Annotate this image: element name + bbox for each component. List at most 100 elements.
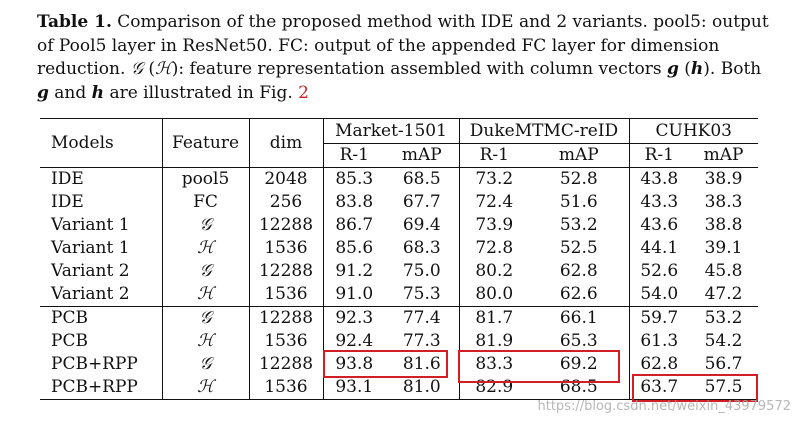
cell-model: PCB: [51, 331, 88, 351]
cell-model: Variant 2: [51, 261, 130, 281]
cell-c-r1: 63.7: [628, 376, 689, 400]
cell-m-map: 77.3: [402, 331, 441, 351]
g-symbol: 𝒢: [130, 59, 143, 79]
cell-c-map: 45.8: [704, 261, 743, 281]
cell-feature: ℋ: [161, 376, 249, 400]
cell-d-r1: 83.3: [458, 353, 529, 376]
cell-d-r1: 81.9: [458, 330, 529, 353]
cell-c-map: 38.3: [704, 192, 743, 212]
cell-dim: 12288: [248, 214, 323, 237]
cell-c-r1: 43.6: [628, 214, 689, 237]
table-row: PCB ℋ 1536 92.4 77.3 81.9 65.3 61.3 54.2: [40, 330, 758, 353]
caption-text-5: are illustrated in Fig.: [104, 82, 299, 103]
table-row: Variant 2 ℋ 1536 91.0 75.3 80.0 62.6 54.0 47.2: [40, 283, 758, 307]
cell-c-r1: 43.3: [628, 191, 689, 214]
cell-d-map: 69.2: [559, 354, 598, 374]
h-vector-2: h: [91, 82, 105, 103]
cell-dim: 1536: [248, 283, 323, 307]
cell-d-r1: 73.9: [458, 214, 529, 237]
cell-m-r1: 86.7: [322, 214, 385, 237]
cell-feature: 𝒢: [161, 214, 249, 237]
h-symbol: ℋ: [154, 59, 172, 79]
header-duke: DukeMTMC-reID: [458, 118, 629, 144]
table-row: IDE FC 256 83.8 67.7 72.4 51.6 43.3 38.3: [40, 191, 758, 214]
cell-c-r1: 43.8: [628, 167, 689, 191]
cell-m-map: 75.0: [402, 261, 441, 281]
header-dim: dim: [248, 118, 323, 168]
table-row: Variant 2 𝒢 12288 91.2 75.0 80.2 62.8 52.6 45.8: [40, 260, 758, 283]
cell-feature: 𝒢: [161, 353, 249, 376]
cell-c-r1: 52.6: [628, 260, 689, 283]
cell-m-map: 81.6: [402, 354, 441, 374]
cell-m-r1: 92.4: [322, 330, 385, 353]
table-row: PCB+RPP ℋ 1536 93.1 81.0 82.9 68.5 63.7 57.5: [40, 376, 758, 400]
cell-c-r1: 62.8: [628, 353, 689, 376]
cell-d-r1: 80.0: [458, 283, 529, 307]
caption-text: Comparison of the proposed method with I…: [37, 12, 769, 79]
cell-feature: 𝒢: [161, 306, 249, 330]
cell-d-r1: 72.8: [458, 237, 529, 260]
cell-model: Variant 1: [51, 238, 130, 258]
cell-c-map: 38.9: [704, 169, 743, 189]
caption-text-4: and: [48, 82, 92, 103]
table-row: Variant 1 𝒢 12288 86.7 69.4 73.9 53.2 43.6 38.8: [40, 214, 758, 237]
cell-c-map: 38.8: [704, 215, 743, 235]
cell-m-r1: 85.3: [322, 167, 385, 191]
cell-c-map: 57.5: [704, 377, 743, 397]
cell-m-r1: 92.3: [322, 306, 385, 330]
header-r1: R-1: [322, 143, 385, 168]
cell-m-r1: 91.2: [322, 260, 385, 283]
cell-c-r1: 44.1: [628, 237, 689, 260]
g-vector-2: g: [37, 82, 49, 103]
cell-d-map: 65.3: [559, 331, 598, 351]
cell-m-r1: 83.8: [322, 191, 385, 214]
figure-link[interactable]: 2: [298, 82, 309, 103]
cell-c-map: 39.1: [704, 238, 743, 258]
cell-d-map: 66.1: [559, 308, 598, 328]
cell-dim: 12288: [248, 306, 323, 330]
cell-dim: 1536: [248, 237, 323, 260]
cell-m-r1: 85.6: [322, 237, 385, 260]
cell-d-map: 52.8: [559, 169, 598, 189]
header-cuhk: CUHK03: [628, 118, 758, 144]
cell-d-map: 68.5: [559, 377, 598, 397]
cell-d-map: 62.8: [559, 261, 598, 281]
cell-dim: 256: [248, 191, 323, 214]
cell-m-map: 81.0: [402, 377, 441, 397]
cell-feature: FC: [161, 191, 249, 214]
cell-c-r1: 59.7: [628, 306, 689, 330]
cell-model: PCB+RPP: [51, 377, 138, 397]
cell-d-r1: 81.7: [458, 306, 529, 330]
cell-m-map: 68.5: [402, 169, 441, 189]
cell-c-r1: 54.0: [628, 283, 689, 307]
cell-m-map: 77.4: [402, 308, 441, 328]
table-row: Variant 1 ℋ 1536 85.6 68.3 72.8 52.5 44.1 39.1: [40, 237, 758, 260]
cell-feature: ℋ: [161, 237, 249, 260]
watermark: https://blog.csdn.net/weixin_43979572: [537, 399, 791, 414]
cell-model: IDE: [51, 169, 84, 189]
cell-m-r1: 91.0: [322, 283, 385, 307]
cell-m-r1: 93.8: [322, 353, 385, 376]
header-r1: R-1: [458, 143, 529, 168]
cell-d-r1: 73.2: [458, 167, 529, 191]
table-caption: Table 1. Comparison of the proposed meth…: [37, 12, 769, 103]
cell-m-map: 68.3: [402, 238, 441, 258]
cell-d-map: 53.2: [559, 215, 598, 235]
caption-label: Table 1.: [37, 12, 112, 32]
cell-c-map: 56.7: [704, 354, 743, 374]
h-vector: h: [690, 59, 704, 79]
cell-dim: 1536: [248, 376, 323, 400]
header-map: mAP: [558, 145, 599, 165]
cell-d-map: 62.6: [559, 284, 598, 304]
header-feature: Feature: [161, 118, 249, 168]
cell-feature: ℋ: [161, 283, 249, 307]
cell-model: PCB+RPP: [51, 354, 138, 374]
caption-text-2: : feature representation assembled with …: [178, 59, 667, 79]
cell-model: Variant 1: [51, 215, 130, 235]
header-models: Models: [40, 118, 162, 168]
table-row: PCB+RPP 𝒢 12288 93.8 81.6 83.3 69.2 62.8 56.7: [40, 353, 758, 376]
cell-model: Variant 2: [51, 284, 130, 304]
cell-feature: ℋ: [161, 330, 249, 353]
cell-c-map: 47.2: [704, 284, 743, 304]
cell-d-map: 52.5: [559, 238, 598, 258]
